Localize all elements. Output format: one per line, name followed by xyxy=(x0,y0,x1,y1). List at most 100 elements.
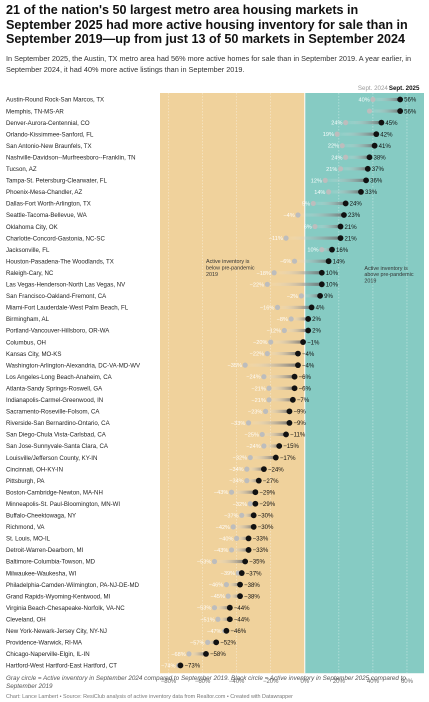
change-bar xyxy=(294,259,329,263)
sept-2025-dot xyxy=(226,616,233,623)
sept-2024-label: 6% xyxy=(304,225,312,231)
sept-2025-dot xyxy=(337,223,344,230)
sept-2025-label: −38% xyxy=(244,582,260,589)
sept-2024-label: −68% xyxy=(171,652,185,658)
change-bar xyxy=(214,606,230,610)
change-bar xyxy=(284,328,309,333)
chart-title: 21 of the nation's 50 largest metro area… xyxy=(6,3,408,47)
change-bar xyxy=(274,271,322,275)
metro-label: Nashville-Davidson--Murfreesboro--Frankl… xyxy=(6,154,136,161)
sept-2024-dot xyxy=(228,489,235,495)
change-bar xyxy=(345,121,382,125)
sept-2024-dot xyxy=(337,166,344,172)
sept-2025-label: 10% xyxy=(326,270,339,277)
metro-label: Philadelphia-Camden-Wilmington, PA-NJ-DE… xyxy=(6,582,140,589)
sept-2025-label: 45% xyxy=(385,120,398,127)
change-bar xyxy=(267,352,298,356)
metro-label: Columbus, OH xyxy=(6,339,46,346)
sept-2024-dot xyxy=(225,593,231,599)
sept-2025-dot xyxy=(397,96,404,103)
chart-row: Atlanta-Sandy Springs-Roswell, GA −21% −6% xyxy=(6,385,312,392)
sept-2024-dot xyxy=(271,270,277,276)
chart-row: Louisville/Jefferson County, KY-IN −32% −1… xyxy=(6,454,296,462)
chart-row: San Francisco-Oakland-Fremont, CA −2% 9% xyxy=(6,292,333,300)
sept-2025-dot xyxy=(342,200,349,207)
chart-row: Las Vegas-Henderson-North Las Vegas, NV −… xyxy=(6,281,339,289)
sept-2025-dot xyxy=(308,304,315,311)
change-bar xyxy=(325,178,367,182)
x-tick-label: −20% xyxy=(263,679,279,685)
metro-label: Riverside-San Bernardino-Ontario, CA xyxy=(6,420,111,427)
chart-row: Detroit-Warren-Dearborn, MI −43% −33% xyxy=(6,547,269,554)
metro-label: San Francisco-Oakland-Fremont, CA xyxy=(6,293,107,300)
sept-2025-label: −4% xyxy=(302,351,315,358)
sept-2024-dot xyxy=(281,327,287,334)
sept-2024-label: −35% xyxy=(227,363,241,369)
x-tick-label: 0% xyxy=(300,679,309,685)
change-bar xyxy=(246,479,259,483)
sept-2024-dot xyxy=(343,154,349,160)
sept-2024-label: 24% xyxy=(331,121,342,127)
sept-2024-label: −42% xyxy=(216,525,230,531)
chart-row: San Diego-Chula Vista-Carlsbad, CA −25% −1… xyxy=(6,431,306,439)
sept-2025-dot xyxy=(223,627,230,634)
sept-2024-label: −53% xyxy=(197,606,211,612)
sept-2024-dot xyxy=(266,397,272,403)
chart-row: Grand Rapids-Wyoming-Kentwood, MI −45% −38… xyxy=(6,593,260,600)
sept-2025-label: −15% xyxy=(283,443,299,450)
change-bar xyxy=(321,248,333,252)
chart-row: Providence-Warwick, RI-MA −57% −52% xyxy=(6,639,237,647)
sept-2024-dot xyxy=(298,293,304,299)
sept-2025-dot xyxy=(260,466,267,472)
sept-2025-dot xyxy=(237,593,243,600)
metro-label: Cleveland, OH xyxy=(6,616,46,623)
chart-row: Sacramento-Roseville-Folsom, CA −23% −9% xyxy=(6,408,306,416)
sept-2024-label: −22% xyxy=(250,282,264,288)
sept-2024-dot xyxy=(234,535,240,542)
sept-2025-dot xyxy=(272,454,279,461)
change-bar xyxy=(188,652,206,656)
sept-2025-label: −37% xyxy=(246,570,262,577)
sept-2025-dot xyxy=(329,246,335,253)
sept-2024-dot xyxy=(247,454,253,461)
sept-2024-dot xyxy=(259,431,265,438)
x-tick-label: −60% xyxy=(195,679,211,685)
sept-2025-dot xyxy=(358,189,364,195)
change-bar xyxy=(217,617,230,621)
sept-2024-dot xyxy=(261,443,267,449)
chart-row: Philadelphia-Camden-Wilmington, PA-NJ-DE… xyxy=(6,581,260,589)
chart-row: Miami-Fort Lauderdale-West Palm Beach, F… xyxy=(6,304,325,312)
metro-label: Richmond, VA xyxy=(6,524,45,531)
chart-row: Cincinnati, OH-KY-IN −34% −24% xyxy=(6,466,284,473)
chart-row: Seattle-Tacoma-Bellevue, WA −4% 23% xyxy=(6,212,361,219)
sept-2025-label: −9% xyxy=(293,409,306,416)
change-bar xyxy=(328,190,361,194)
legend-sept-2024: Sept. 2024 xyxy=(358,85,388,92)
sept-2025-dot xyxy=(318,281,325,288)
sept-2024-label: −21% xyxy=(251,386,265,392)
sept-2024-label: −25% xyxy=(245,432,259,438)
sept-2024-label: 12% xyxy=(311,178,322,184)
sept-2025-label: −11% xyxy=(290,432,306,439)
sept-2024-dot xyxy=(239,512,245,518)
sept-2024-label: 19% xyxy=(323,132,334,138)
metro-label: Las Vegas-Henderson-North Las Vegas, NV xyxy=(6,282,126,289)
sept-2024-label: −34% xyxy=(229,479,243,485)
sept-2025-label: −6% xyxy=(299,374,312,381)
sept-2024-label: −21% xyxy=(251,398,265,404)
sept-2025-label: 2% xyxy=(312,316,321,323)
sept-2025-label: 23% xyxy=(348,212,361,219)
sept-2025-dot xyxy=(245,535,252,542)
change-bar xyxy=(246,467,264,471)
chart-row: Chicago-Naperville-Elgin, IL-IN −68% −58% xyxy=(6,651,226,658)
metro-label: Sacramento-Roseville-Folsom, CA xyxy=(6,409,100,416)
sept-2024-dot xyxy=(288,316,294,322)
sept-2024-label: −32% xyxy=(233,502,247,508)
x-tick-label: 60% xyxy=(401,679,414,685)
change-bar xyxy=(301,294,321,298)
chart-row: Buffalo-Cheektowaga, NY −37% −30% xyxy=(6,512,274,520)
x-tick-label: 40% xyxy=(367,679,380,685)
sept-2025-dot xyxy=(283,431,289,438)
sept-2025-dot xyxy=(371,142,378,149)
